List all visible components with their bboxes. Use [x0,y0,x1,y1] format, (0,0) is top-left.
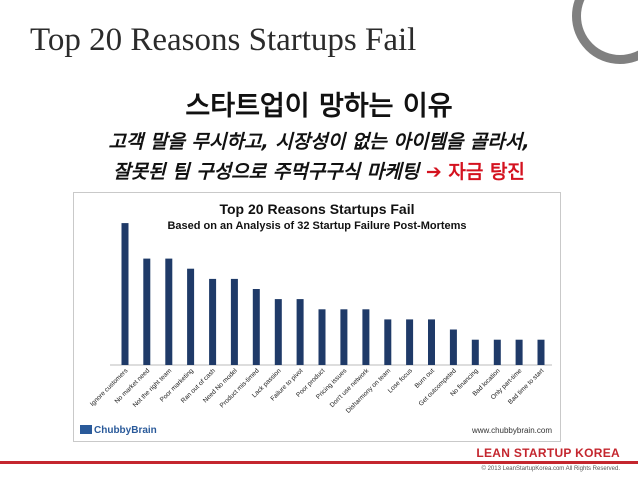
category-label: Ignore customers [89,367,130,408]
bar [274,299,282,365]
chart-title: Top 20 Reasons Startups Fail [219,201,415,217]
category-label: Disharmony on team [345,367,392,414]
korean-subline-1: 고객 말을 무시하고, 시장성이 없는 아이템을 골라서, [108,131,530,153]
bar [362,309,370,365]
chart-subtitle: Based on an Analysis of 32 Startup Failu… [167,220,467,232]
bar [187,268,195,365]
category-label: Product mis-timed [219,367,261,409]
decorative-ring-icon [572,0,638,64]
bar [296,299,304,365]
bar [515,339,523,365]
bar [428,319,435,365]
category-label: Lose focus [387,367,415,395]
bar [340,309,348,365]
bar [449,329,457,365]
bar [165,258,173,365]
bar [252,289,260,365]
korean-subline-2: 잘못된 팀 구성으로 주먹구구식 마케팅 ➔ 자금 탕진 [0,157,638,184]
logo-text: ChubbyBrain [94,425,157,436]
slide-title: Top 20 Reasons Startups Fail [30,22,417,58]
arrow-icon: ➔ [425,161,442,183]
footer-copyright: © 2013 LeanStartupKorea.com All Rights R… [481,466,621,472]
category-label: Get outcompeted [418,367,458,407]
footer-rule [0,461,638,464]
bar [230,278,238,365]
bar [121,223,129,365]
category-label: Not the right team [132,367,173,408]
bar [384,319,392,365]
source-credit: www.chubbybrain.com [471,426,552,435]
bar [537,339,545,365]
korean-accent-text: 자금 탕진 [441,161,525,183]
bar [143,258,151,365]
bar [209,278,217,365]
bar [406,319,414,365]
footer-brand: LEAN STARTUP KOREA [476,446,620,460]
korean-subline-2-text: 잘못된 팀 구성으로 주먹구구식 마케팅 [113,161,426,183]
bar [318,309,326,365]
category-label: Don't use network [329,367,371,409]
chart-panel: Top 20 Reasons Startups Fail Based on an… [73,192,561,442]
chubbybrain-logo: ChubbyBrain [80,425,157,436]
bar [493,339,501,365]
bar [471,339,479,365]
korean-heading: 스타트업이 망하는 이유 [185,91,453,122]
brain-icon [80,425,92,434]
